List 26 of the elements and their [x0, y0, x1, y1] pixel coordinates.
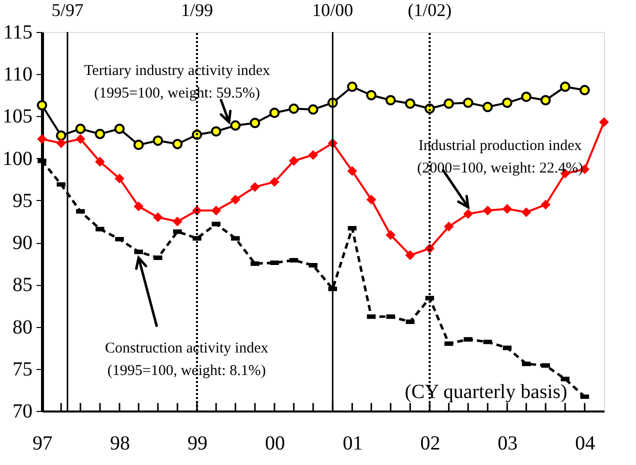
x-tick-label: 03: [498, 432, 518, 454]
y-tick-label: 100: [2, 148, 32, 170]
y-tick-label: 90: [12, 232, 32, 254]
ref-line-label: 5/97: [51, 0, 84, 20]
x-tick-label: 00: [264, 432, 285, 454]
x-tick-label: 99: [187, 432, 208, 454]
x-tick-label: 01: [342, 432, 363, 454]
x-tick-label: 02: [420, 432, 440, 454]
annotation: Tertiary industry activity index (1995=100, weight: 59.5%): [84, 63, 271, 102]
y-tick-label: 85: [12, 274, 32, 296]
y-tick-label: 70: [12, 400, 32, 422]
y-tick-label: 80: [12, 316, 32, 338]
ref-line-label: (1/02): [408, 0, 452, 20]
annotation: Industrial production index (2000=100, weight: 22.4%): [417, 138, 584, 177]
ref-line-label: 1/99: [180, 0, 213, 20]
y-tick-label: 95: [12, 190, 32, 212]
y-tick-label: 115: [3, 22, 32, 44]
annotation: Construction activity index (1995=100, weight: 8.1%): [104, 340, 269, 380]
annotation: (CY quarterly basis): [404, 381, 568, 404]
ref-line-label: 10/00: [312, 0, 354, 20]
x-tick-label: 98: [110, 432, 130, 454]
y-tick-label: 75: [12, 358, 32, 380]
y-tick-label: 110: [3, 64, 32, 86]
x-tick-label: 04: [575, 432, 596, 454]
x-tick-label: 97: [32, 432, 52, 454]
y-tick-label: 105: [2, 106, 32, 128]
